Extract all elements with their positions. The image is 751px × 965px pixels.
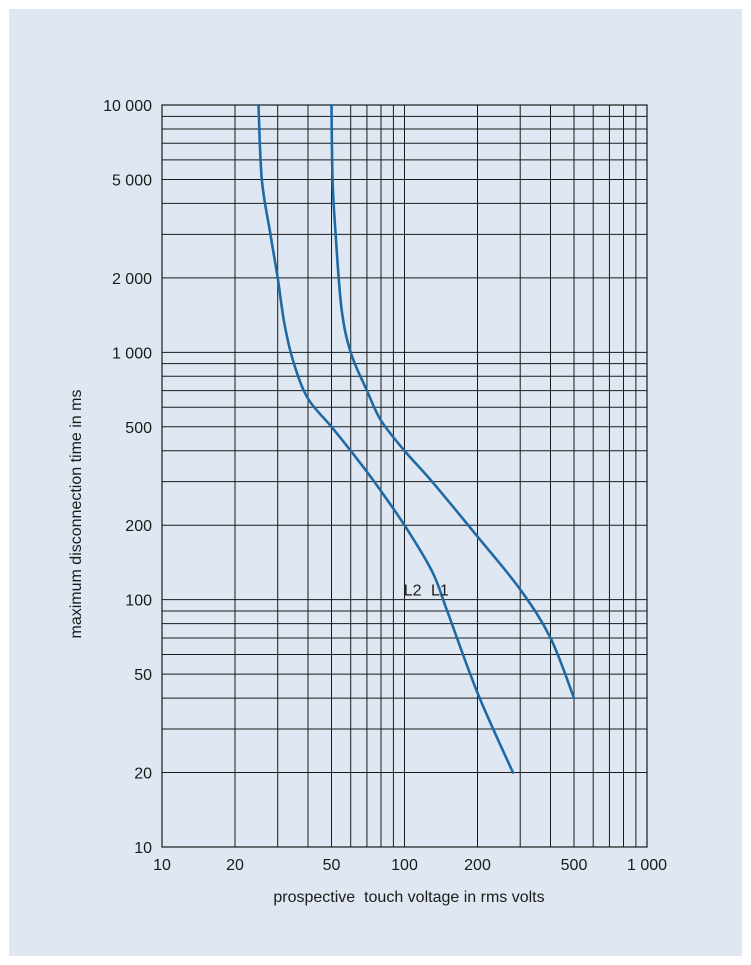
series-label-l1: L1 [431, 583, 449, 600]
y-tick-label: 1 000 [112, 345, 152, 362]
y-tick-label: 50 [134, 667, 152, 684]
x-tick-label: 1 000 [627, 857, 667, 874]
plot-frame [161, 104, 648, 848]
chart-panel: 10 20 50 100 200 500 1 000 10 20 50 100 200 500 1 000… [9, 9, 742, 956]
y-tick-label: 10 [134, 840, 152, 857]
y-tick-label: 2 000 [112, 271, 152, 288]
y-tick-label: 5 000 [112, 172, 152, 189]
y-tick-label: 200 [125, 518, 152, 535]
x-tick-label: 100 [391, 857, 418, 874]
series-line-l1 [330, 103, 576, 700]
tick-labels: 10 20 50 100 200 500 1 000 10 20 50 100 200 500 1 000… [103, 98, 667, 874]
x-tick-label: 200 [464, 857, 491, 874]
x-axis-label: prospective touch voltage in rms volts [273, 889, 544, 906]
y-axis-label: maximum disconnection time in ms [68, 390, 85, 639]
grid [161, 104, 648, 848]
chart: 10 20 50 100 200 500 1 000 10 20 50 100 200 500 1 000… [68, 98, 667, 906]
x-tick-label: 50 [323, 857, 341, 874]
x-tick-label: 500 [561, 857, 588, 874]
curves [257, 103, 576, 774]
series-label-l2: L2 [404, 583, 422, 600]
y-tick-label: 10 000 [103, 98, 152, 115]
y-tick-label: 500 [125, 420, 152, 437]
y-tick-label: 20 [134, 766, 152, 783]
y-tick-label: 100 [125, 593, 152, 610]
x-tick-label: 10 [153, 857, 171, 874]
series-line-l2 [257, 103, 515, 774]
x-tick-label: 20 [226, 857, 244, 874]
series-labels: L1 L2 [404, 583, 449, 600]
